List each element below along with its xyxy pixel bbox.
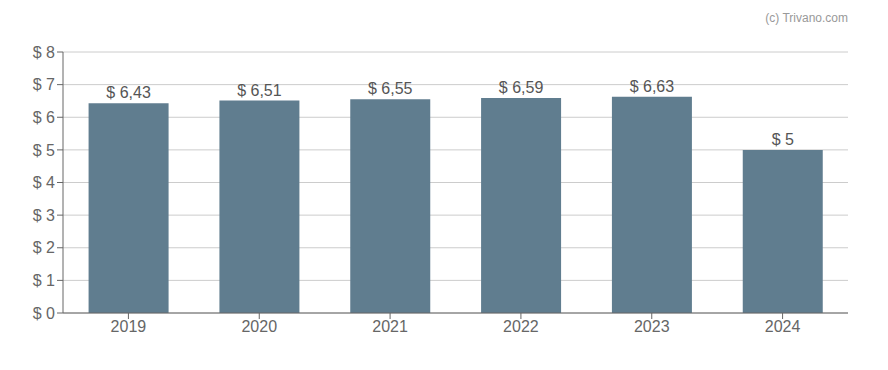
svg-text:$ 3: $ 3 bbox=[33, 207, 55, 224]
svg-text:$ 6,63: $ 6,63 bbox=[630, 78, 675, 95]
svg-text:$ 6,43: $ 6,43 bbox=[106, 84, 151, 101]
svg-text:$ 5: $ 5 bbox=[33, 142, 55, 159]
svg-text:$ 0: $ 0 bbox=[33, 305, 55, 322]
svg-text:$ 6,59: $ 6,59 bbox=[499, 79, 544, 96]
svg-text:$ 6,55: $ 6,55 bbox=[368, 80, 413, 97]
svg-text:$ 1: $ 1 bbox=[33, 272, 55, 289]
svg-text:$ 5: $ 5 bbox=[772, 131, 794, 148]
svg-text:2022: 2022 bbox=[503, 318, 539, 335]
svg-text:$ 7: $ 7 bbox=[33, 76, 55, 93]
svg-text:2019: 2019 bbox=[111, 318, 147, 335]
html-text:(c) Trivano.com: (c) Trivano.com bbox=[765, 11, 848, 25]
svg-text:$ 6: $ 6 bbox=[33, 109, 55, 126]
svg-text:2023: 2023 bbox=[634, 318, 670, 335]
svg-text:2020: 2020 bbox=[241, 318, 277, 335]
svg-text:2024: 2024 bbox=[765, 318, 801, 335]
svg-text:$ 4: $ 4 bbox=[33, 174, 55, 191]
svg-text:$ 6,51: $ 6,51 bbox=[237, 82, 282, 99]
svg-text:2021: 2021 bbox=[372, 318, 408, 335]
svg-text:$ 8: $ 8 bbox=[33, 44, 55, 61]
svg-text:$ 2: $ 2 bbox=[33, 239, 55, 256]
